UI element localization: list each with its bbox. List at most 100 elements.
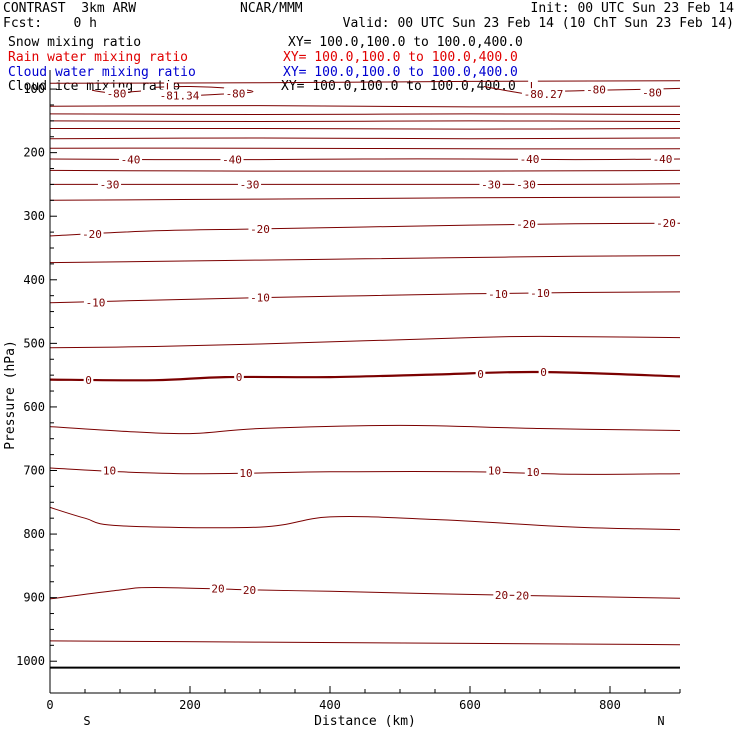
contour-labels: -80 -80 -80 -80L-81.34L-80.27-40 -40 -40 -40-3… bbox=[80, 79, 678, 603]
contour-line-minus40-11 bbox=[49, 158, 681, 161]
contour-label: -20 bbox=[82, 228, 102, 241]
x-tick-label: 0 bbox=[46, 698, 53, 712]
contour-label: -30 bbox=[481, 178, 501, 191]
contour-label-bg bbox=[528, 287, 552, 300]
contour-label-bg bbox=[223, 87, 248, 100]
contour-label-bg bbox=[654, 217, 678, 230]
contour-label: 0 bbox=[540, 366, 547, 379]
contour-line-minus30-13 bbox=[49, 183, 681, 185]
contour-label: -30 bbox=[516, 178, 536, 191]
contour-label-bg bbox=[248, 291, 272, 304]
contour-label: -80 bbox=[642, 86, 662, 99]
x-tick-label: 600 bbox=[459, 698, 481, 712]
contour-label-bg bbox=[80, 228, 104, 241]
contour-label-bg bbox=[640, 86, 664, 99]
contour-label-bg bbox=[514, 217, 538, 230]
x-tick-label: 400 bbox=[319, 698, 341, 712]
y-tick-label: 1000 bbox=[16, 654, 45, 668]
contour-label-bg bbox=[237, 467, 255, 480]
contour-line-unlabeled-7 bbox=[49, 120, 681, 123]
x-end-label-north: N bbox=[657, 714, 664, 728]
init-time: Init: 00 UTC Sun 23 Feb 14 bbox=[530, 1, 735, 16]
field-name-rain: Rain water mixing ratio bbox=[8, 50, 189, 65]
x-tick-label: 200 bbox=[179, 698, 201, 712]
y-tick-label: 700 bbox=[23, 464, 45, 478]
valid-time: Valid: 00 UTC Sun 23 Feb 14 (10 ChT Sun … bbox=[342, 16, 734, 31]
contour-line-unlabeled-10 bbox=[49, 147, 681, 150]
contour-label-bg bbox=[220, 153, 244, 166]
contour-label-bg bbox=[118, 153, 143, 166]
y-tick-label: 200 bbox=[23, 146, 45, 160]
field-xy-snow: XY= 100.0,100.0 to 100.0,400.0 bbox=[288, 35, 523, 50]
field-xy-cloud-water: XY= 100.0,100.0 to 100.0,400.0 bbox=[283, 65, 518, 80]
contour-label-bg bbox=[104, 87, 129, 100]
contour-label: -40 bbox=[520, 153, 540, 166]
contour-label-bg bbox=[248, 222, 272, 235]
contour-line-unlabeled-5 bbox=[49, 105, 681, 108]
contour-label: -40 bbox=[653, 153, 673, 166]
contour-label-bg bbox=[538, 365, 549, 378]
y-tick-label: 800 bbox=[23, 527, 45, 541]
contour-label-bg bbox=[479, 178, 503, 191]
contour-label-bg bbox=[650, 153, 675, 165]
contour-label-bg bbox=[97, 178, 122, 191]
contour-label: 20 bbox=[495, 589, 508, 602]
contour-line-20-23 bbox=[49, 586, 681, 600]
contour-label-bg bbox=[493, 589, 510, 602]
contour-line-unlabeled-8 bbox=[49, 127, 681, 130]
contour-label: 10 bbox=[526, 466, 539, 479]
contour-label: -80 bbox=[226, 88, 246, 101]
x-axis-title: Distance (km) bbox=[314, 714, 416, 729]
y-tick-label: 900 bbox=[23, 591, 45, 605]
y-tick-label: 300 bbox=[23, 209, 45, 223]
contour-label: -20 bbox=[250, 223, 270, 236]
contour-lines bbox=[49, 80, 681, 646]
contour-label-bg bbox=[241, 584, 258, 597]
contour-label: -30 bbox=[240, 178, 260, 191]
contour-label-bg bbox=[83, 374, 94, 387]
contour-label: 20 bbox=[211, 583, 224, 596]
contour-label-bg bbox=[486, 464, 503, 477]
forecast-hour: Fcst: 0 h bbox=[3, 16, 97, 31]
field-xy-rain: XY= 100.0,100.0 to 100.0,400.0 bbox=[283, 50, 518, 65]
contour-label-bg bbox=[514, 589, 531, 602]
field-name-cloud-water: Cloud water mixing ratio bbox=[8, 65, 196, 80]
contour-label-bg bbox=[83, 296, 108, 309]
contour-label-bg bbox=[528, 79, 538, 92]
contour-line-unlabeled-14 bbox=[49, 196, 681, 201]
field-xy-cloud-ice: XY= 100.0,100.0 to 100.0,400.0 bbox=[281, 79, 516, 94]
contour-line-minus20-15 bbox=[49, 222, 681, 237]
contour-line-0-19 bbox=[49, 370, 681, 382]
contour-line-unlabeled-12 bbox=[49, 169, 681, 172]
contour-label: L bbox=[166, 81, 173, 94]
contour-label: L bbox=[530, 80, 537, 93]
contour-line-unlabeled-22 bbox=[49, 506, 681, 531]
x-tick-label: 800 bbox=[599, 698, 621, 712]
field-name-snow: Snow mixing ratio bbox=[8, 35, 142, 50]
contour-label: 0 bbox=[236, 371, 243, 384]
contour-label: -40 bbox=[222, 154, 242, 167]
contour-label: -30 bbox=[100, 178, 120, 191]
contour-label: -20 bbox=[656, 217, 676, 230]
contour-label-bg bbox=[237, 178, 262, 191]
contour-label: 0 bbox=[477, 368, 484, 381]
y-tick-label: 100 bbox=[23, 82, 45, 96]
contour-label-bg bbox=[517, 153, 542, 165]
contour-label: -10 bbox=[250, 292, 270, 305]
contour-label: 10 bbox=[103, 465, 116, 478]
y-tick-label: 600 bbox=[23, 400, 45, 414]
contour-label: 10 bbox=[488, 465, 501, 478]
y-tick-label: 500 bbox=[23, 336, 45, 350]
contour-label: -10 bbox=[530, 287, 550, 300]
contour-line-unlabeled-20 bbox=[49, 424, 681, 435]
model-title: CONTRAST 3km ARW bbox=[3, 1, 137, 16]
contour-label-bg bbox=[101, 464, 118, 477]
contour-label: -20 bbox=[516, 218, 536, 231]
contour-line-10-21 bbox=[49, 467, 681, 475]
contour-label: -10 bbox=[86, 297, 106, 310]
contour-label: -80.27 bbox=[524, 88, 564, 101]
contour-line-unlabeled-4 bbox=[49, 80, 681, 84]
contour-label: 20 bbox=[243, 584, 256, 597]
contour-label: 20 bbox=[516, 590, 529, 603]
